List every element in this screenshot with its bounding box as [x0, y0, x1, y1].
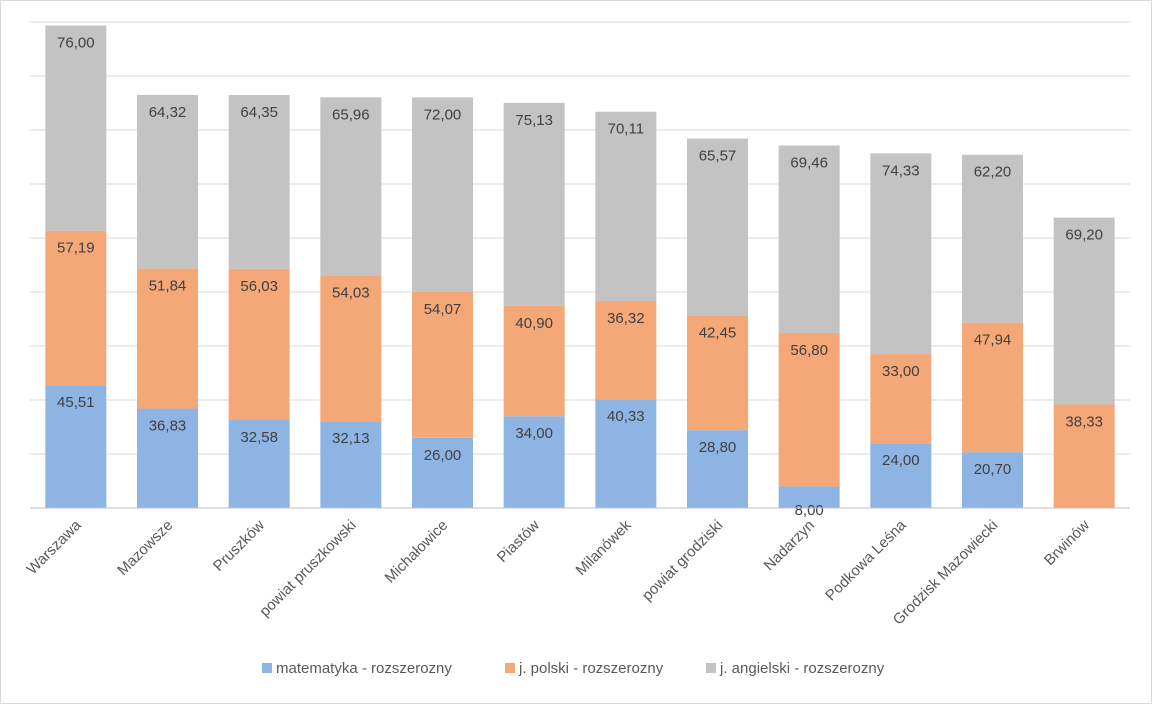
data-label: 24,00 — [882, 452, 920, 469]
bar-segment — [778, 333, 840, 487]
category-label: Mazowsze — [114, 517, 176, 579]
category-label: Nadarzyn — [761, 517, 818, 574]
legend-label: j. polski - rozszerozny — [518, 660, 664, 677]
data-label: 32,58 — [240, 429, 278, 446]
category-label: Brwinów — [1041, 517, 1093, 569]
legend-swatch — [505, 663, 515, 673]
bar-segment — [320, 275, 382, 422]
category-label: Piastów — [494, 517, 543, 566]
data-label: 20,70 — [974, 461, 1012, 478]
data-label: 69,46 — [790, 154, 828, 171]
data-label: 56,80 — [790, 342, 828, 359]
bar-segment — [412, 97, 473, 292]
category-label: powiat grodziski — [639, 517, 726, 604]
data-label: 51,84 — [149, 278, 187, 295]
bar-segment — [870, 153, 932, 355]
legend: matematyka - rozszerozny j. polski - rozs… — [262, 660, 885, 677]
data-label: 40,33 — [607, 408, 645, 425]
data-labels: 45,51 57,19 76,00 36,83 51,84 64,32 32,58 56,03… — [57, 35, 1103, 519]
bar-segment — [412, 437, 473, 508]
data-label: 42,45 — [699, 325, 737, 342]
bar-segment — [137, 268, 198, 409]
bars — [45, 25, 1115, 508]
data-label: 74,33 — [882, 162, 920, 179]
data-label: 8,00 — [795, 502, 824, 519]
bar-segment — [45, 385, 107, 508]
bar-segment — [595, 301, 657, 400]
data-label: 64,35 — [240, 104, 278, 121]
data-label: 36,32 — [607, 310, 645, 327]
bar-segment — [320, 97, 382, 276]
bar-segment — [137, 94, 198, 269]
bar-segment — [320, 421, 382, 508]
bar-segment — [228, 95, 290, 269]
data-label: 34,00 — [515, 425, 553, 442]
data-label: 72,00 — [424, 106, 462, 123]
bar-segment — [595, 399, 657, 508]
bar-segment — [137, 408, 198, 508]
legend-label: j. angielski - rozszerozny — [719, 660, 885, 677]
data-label: 65,96 — [332, 106, 370, 123]
legend-swatch — [262, 663, 272, 673]
data-label: 40,90 — [515, 315, 553, 332]
bar-segment — [962, 322, 1023, 453]
bar-segment — [45, 230, 107, 386]
data-label: 32,13 — [332, 430, 370, 447]
bar-segment — [228, 420, 290, 508]
bar-segment — [687, 138, 748, 316]
data-label: 75,13 — [515, 112, 553, 129]
bar-segment — [45, 25, 107, 231]
bar-segment — [962, 452, 1023, 508]
bar-segment — [687, 430, 748, 508]
data-label: 65,57 — [699, 148, 737, 165]
bar-segment — [503, 416, 565, 508]
category-label: powiat pruszkowski — [256, 517, 359, 620]
bar-segment — [870, 443, 932, 508]
data-label: 54,07 — [424, 301, 462, 318]
legend-label: matematyka - rozszerozny — [276, 660, 452, 677]
bar-segment — [778, 486, 840, 508]
category-label: Podkowa Leśna — [822, 516, 910, 604]
data-label: 38,33 — [1065, 414, 1103, 431]
data-label: 45,51 — [57, 394, 95, 411]
data-label: 54,03 — [332, 284, 370, 301]
bar-segment — [503, 305, 565, 417]
category-label: Warszawa — [24, 516, 86, 578]
data-label: 56,03 — [240, 278, 278, 295]
bar-segment — [870, 354, 932, 444]
data-label: 57,19 — [57, 240, 95, 257]
data-label: 70,11 — [608, 121, 644, 138]
bar-segment — [228, 268, 290, 421]
bar-segment — [962, 154, 1023, 323]
data-label: 28,80 — [699, 439, 737, 456]
data-label: 26,00 — [424, 447, 462, 464]
data-label: 36,83 — [149, 418, 187, 435]
category-label: Michałowice — [382, 517, 452, 587]
data-label: 47,94 — [974, 332, 1012, 349]
data-label: 33,00 — [882, 363, 920, 380]
legend-swatch — [706, 663, 716, 673]
bar-segment — [503, 102, 565, 306]
bar-segment — [1053, 217, 1115, 405]
category-label: Grodzisk Mazowiecki — [890, 517, 1002, 629]
bar-segment — [778, 145, 840, 334]
bar-segment — [412, 291, 473, 438]
data-label: 69,20 — [1065, 227, 1103, 244]
gridlines — [30, 21, 1130, 455]
data-label: 62,20 — [974, 164, 1012, 181]
bar-segment — [687, 315, 748, 431]
category-label: Pruszków — [210, 517, 268, 575]
bar-segment — [1053, 404, 1115, 508]
data-label: 64,32 — [149, 104, 187, 121]
data-label: 76,00 — [57, 35, 95, 52]
bar-segment — [595, 111, 657, 302]
category-label: Milanówek — [573, 516, 635, 578]
